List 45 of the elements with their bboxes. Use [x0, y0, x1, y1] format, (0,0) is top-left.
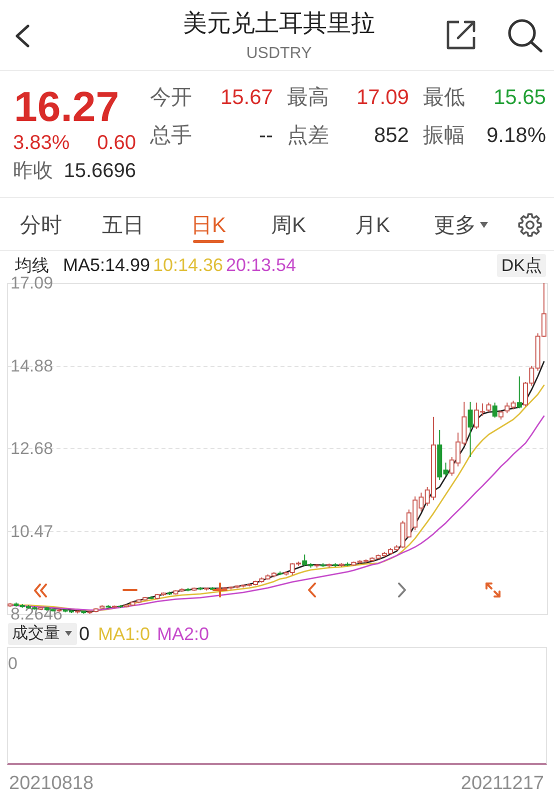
- text: 15.6696: [64, 160, 136, 182]
- text: 振幅: [423, 124, 465, 146]
- text: 点差: [287, 124, 329, 146]
- text: 昨收: [13, 160, 53, 182]
- candlestick: [468, 401, 473, 458]
- text: 今开: [150, 86, 192, 108]
- text: MA2:0: [157, 624, 210, 644]
- candlestick: [492, 402, 498, 418]
- text: 852: [374, 124, 409, 146]
- text: 20:13.54: [226, 255, 296, 275]
- y-tick-label: 14.88: [10, 356, 54, 376]
- text: USDTRY: [246, 45, 312, 62]
- y-tick-label: 17.09: [10, 274, 54, 292]
- text: 16.27: [14, 83, 120, 130]
- candlestick: [486, 402, 492, 413]
- text: 20210818: [9, 772, 94, 794]
- legend-title: 均线: [15, 256, 49, 274]
- text: 20211217: [460, 772, 544, 794]
- candlestick: [516, 376, 522, 409]
- y-tick-label: 10.47: [10, 522, 54, 541]
- text: 15.65: [493, 86, 546, 108]
- text: 10:14.36: [153, 255, 224, 275]
- text: 美元兑土耳其里拉: [183, 10, 375, 37]
- text: 最高: [287, 86, 329, 108]
- text: 周K: [271, 214, 306, 236]
- text: 0: [8, 654, 18, 672]
- text: 更多: [434, 214, 476, 236]
- text: MA5:14.99: [63, 255, 150, 275]
- text: 3.83%: [13, 132, 70, 154]
- text: 总手: [150, 124, 192, 146]
- text: 9.18%: [486, 124, 546, 146]
- text: MA1:0: [98, 624, 150, 644]
- text: 分时: [20, 214, 62, 236]
- text: 17.09: [356, 86, 409, 108]
- text: 月K: [355, 214, 390, 236]
- y-tick-label: 12.68: [10, 438, 54, 458]
- text: 0.60: [97, 132, 136, 154]
- text: 15.67: [220, 86, 273, 108]
- text: 最低: [423, 86, 465, 108]
- text: DK点: [497, 254, 546, 276]
- text: --: [259, 124, 273, 146]
- text: 成交量: [12, 625, 60, 642]
- text: 日K: [191, 214, 226, 236]
- text: 五日: [102, 214, 144, 236]
- text: 0: [79, 624, 90, 644]
